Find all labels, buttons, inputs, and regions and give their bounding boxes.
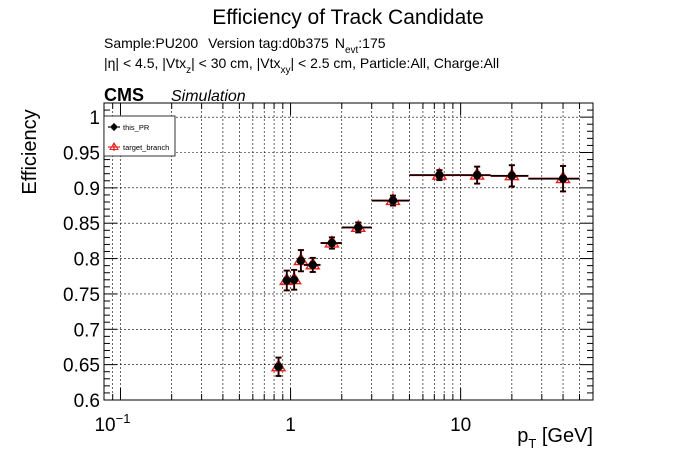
y-tick-label: 0.6 (74, 391, 100, 412)
data-point (320, 236, 342, 250)
x-axis-title: pT [GeV] (517, 425, 593, 451)
y-tick-label: 0.65 (63, 356, 100, 377)
data-point-marker-circle (282, 276, 291, 285)
cut-eta-vtx: |η| < 4.5, |Vtx (104, 55, 186, 71)
data-point (341, 221, 372, 234)
legend-entry-target_branch: target_branch (108, 142, 169, 152)
version-tag: Version tag:d0b375 (208, 35, 329, 51)
x-axis-title-main: p (517, 425, 528, 447)
legend-label: target_branch (123, 143, 169, 152)
data-point (460, 165, 491, 185)
data-point-marker-circle (327, 238, 337, 248)
y-tick-label: 0.7 (74, 320, 100, 341)
data-point-marker-circle (558, 174, 568, 183)
legend-marker-circle (111, 124, 117, 130)
cms-label: CMS (104, 85, 144, 105)
data-point-marker-circle (274, 362, 283, 371)
data-point (409, 169, 461, 181)
y-tick-label: 1 (89, 108, 100, 129)
y-axis-title: Efficiency (19, 109, 41, 194)
sample-info-line: Sample:PU200 Version tag:d0b375 Nevt:175 (104, 35, 386, 56)
data-point-marker-circle (296, 256, 306, 265)
x-tick-label: 10−1 (94, 411, 130, 436)
data-point-marker-circle (507, 171, 517, 181)
data-point (296, 249, 306, 273)
x-tick-label-base: 1 (285, 415, 296, 436)
data-point (304, 257, 321, 273)
x-axis-title-sub: T (528, 436, 536, 451)
x-tick-label-exponent: −1 (116, 411, 131, 426)
series-target_branch (270, 164, 580, 377)
data-point-marker-circle (354, 223, 363, 232)
legend: this_PR target_branch (103, 115, 176, 157)
legend-items: this_PR target_branch (108, 123, 169, 152)
nevt-symbol: N (335, 35, 345, 51)
data-point (528, 165, 580, 193)
x-tick-label: 10 (450, 415, 471, 436)
data-point-marker-circle (289, 275, 299, 284)
data-point (274, 356, 283, 377)
data-point-marker-circle (472, 170, 482, 180)
y-tick-label: 0.8 (74, 250, 100, 271)
cms-sublabel: Simulation (171, 88, 246, 105)
x-tick-label: 1 (285, 415, 296, 436)
legend-marker-triangle (109, 142, 119, 150)
cut-particle-charge: | < 2.5 cm, Particle:All, Charge:All (290, 55, 499, 71)
nevt-subscript: evt (345, 45, 359, 56)
chart-title: Efficiency of Track Candidate (212, 6, 484, 29)
cut-vtx-xy: | < 30 cm, |Vtx (191, 55, 280, 71)
series-this_PR (274, 164, 580, 377)
data-point (289, 269, 299, 291)
sample-label: Sample:PU200 (104, 35, 198, 51)
y-tick-label: 0.95 (63, 144, 100, 165)
data-point (371, 194, 410, 207)
data-point-marker-circle (308, 260, 317, 270)
data-point-marker-circle (388, 196, 398, 205)
data-point (490, 164, 529, 188)
x-axis-title-unit: [GeV] (536, 425, 593, 447)
y-tick-label: 0.75 (63, 285, 100, 306)
y-tick-label: 0.85 (63, 214, 100, 235)
legend-entry-this_PR: this_PR (108, 123, 150, 132)
cuts-info-line: |η| < 4.5, |Vtxz| < 30 cm, |Vtxxy| < 2.5… (104, 55, 499, 76)
data-series (270, 164, 580, 377)
legend-label: this_PR (123, 123, 150, 132)
plot-frame (103, 102, 594, 401)
data-point (282, 269, 291, 292)
axis-ticks (103, 102, 594, 401)
x-tick-label-base: 10 (450, 415, 471, 436)
grid (103, 103, 594, 401)
data-point-marker-circle (435, 170, 444, 180)
cut-vtx-z-sub: z (186, 65, 191, 76)
nevt-value: :175 (358, 35, 385, 51)
cut-vtx-xy-sub: xy (280, 65, 290, 76)
x-tick-label-base: 10 (94, 415, 115, 436)
y-tick-label: 0.9 (74, 179, 100, 200)
